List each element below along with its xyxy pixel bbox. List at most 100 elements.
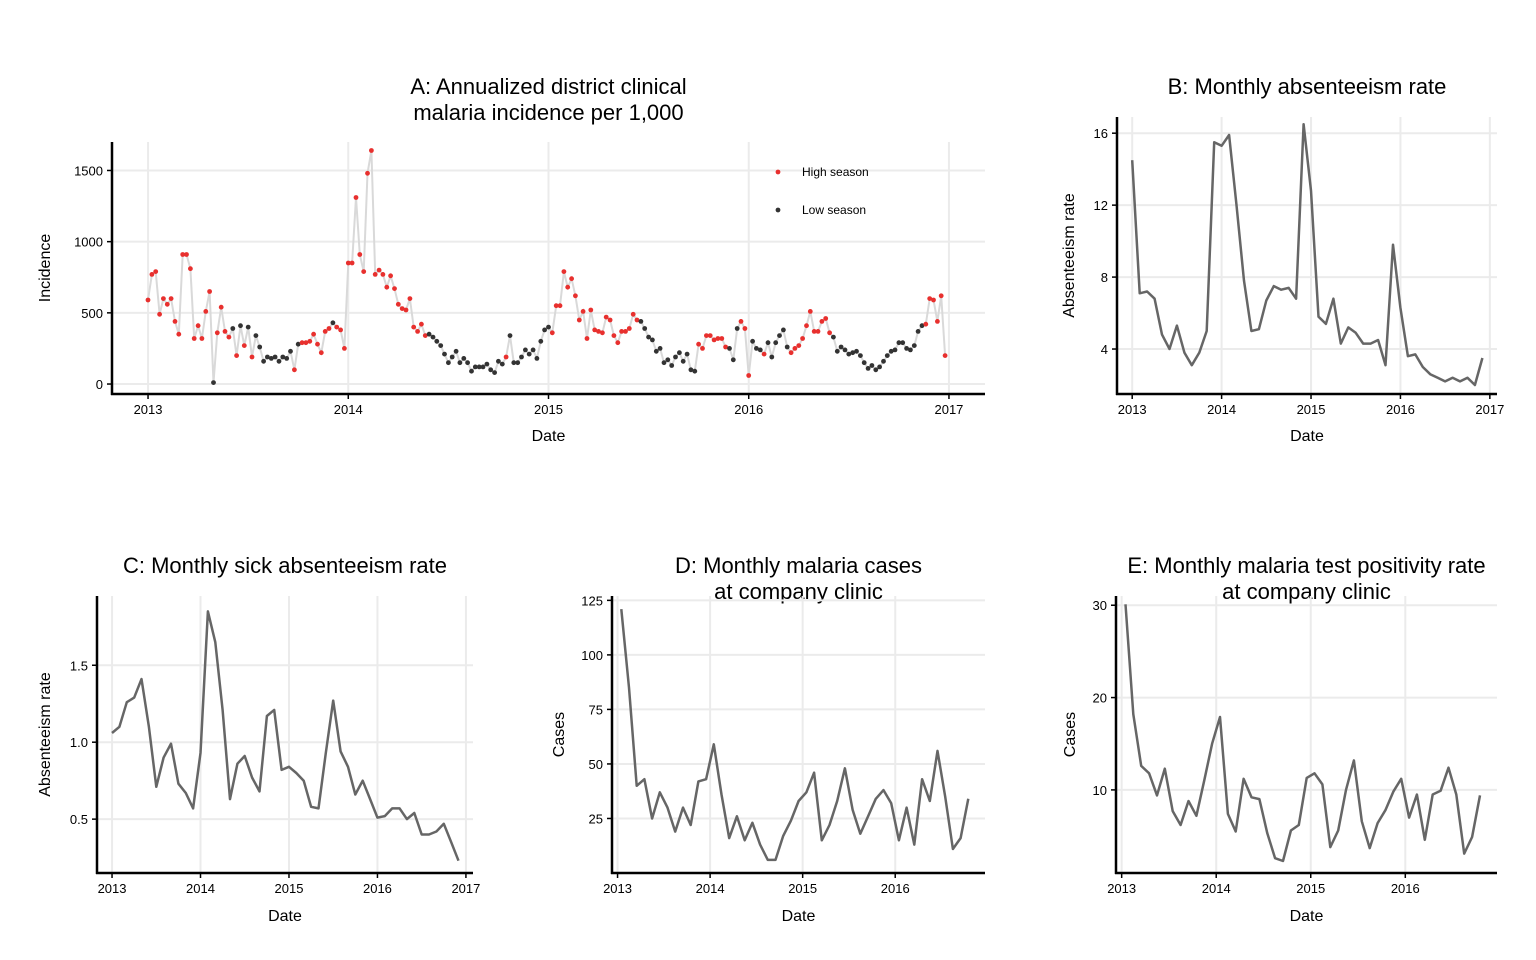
data-point-high-season [153,269,159,274]
x-tick-label: 2016 [1386,402,1415,417]
data-point-high-season [411,324,417,330]
legend-label: Low season [802,203,866,217]
data-point-high-season [234,353,240,358]
data-point-low-season [854,348,859,354]
data-point-low-season [873,367,879,373]
data-point-low-season [846,351,852,357]
y-tick-label: 1500 [74,163,103,178]
data-point-high-season [303,340,309,346]
data-point-low-season [453,348,459,354]
data-point-high-season [715,336,721,341]
chart-title-line: B: Monthly absenteeism rate [1168,74,1447,99]
x-tick-label: 2013 [603,881,632,896]
data-point-low-season [230,326,236,331]
data-point-low-season [538,338,544,344]
y-tick-label: 0 [96,377,103,392]
data-point-low-season [280,354,286,360]
chart-title-line: at company clinic [1222,579,1391,604]
chart-title-line: C: Monthly sick absenteeism rate [123,553,447,578]
data-point-high-season [345,260,351,266]
data-point-low-season [730,357,736,363]
data-point-low-season [426,331,432,337]
data-point-low-season [884,353,890,358]
data-point-low-season [276,358,282,364]
data-point-high-season [184,252,189,257]
series-line [147,150,947,383]
data-point-high-season [315,341,320,347]
data-point-high-season [357,252,363,257]
data-point-low-season [777,333,782,338]
data-point-high-season [738,319,744,324]
data-point-high-season [573,293,578,299]
data-point-low-season [469,368,474,374]
series-line [620,608,970,862]
data-point-high-season [761,351,767,357]
data-point-high-season [407,296,413,301]
chart-title-line: A: Annualized district clinical [410,74,686,99]
data-point-high-season [353,195,359,200]
data-point-low-season [657,346,663,351]
data-point-low-season [496,358,501,364]
data-point-low-season [781,327,786,333]
y-tick-label: 25 [589,811,603,826]
data-point-high-season [723,344,728,350]
y-tick-label: 1000 [74,235,103,250]
data-point-low-season [288,348,293,354]
data-point-high-season [203,309,209,314]
x-axis-label: Date [782,908,816,925]
x-axis-label: Date [1290,908,1324,925]
data-point-high-season [719,336,725,341]
y-tick-label: 4 [1101,342,1108,357]
data-point-low-season [507,333,513,338]
x-tick-label: 2015 [275,881,304,896]
data-point-high-season [619,329,624,334]
x-tick-label: 2013 [1118,402,1147,417]
y-tick-label: 75 [589,702,603,717]
y-tick-label: 125 [581,593,603,608]
y-tick-label: 1.5 [70,658,88,673]
data-point-low-season [430,334,436,340]
data-point-high-season [180,252,186,257]
x-tick-label: 2015 [1297,402,1326,417]
data-point-low-season [268,356,274,361]
data-point-high-season [226,334,232,340]
data-point-high-season [827,330,832,336]
data-point-high-season [349,260,355,266]
data-point-high-season [376,267,382,273]
data-point-high-season [372,272,378,277]
data-point-high-season [188,266,193,272]
data-point-high-season [415,329,420,334]
data-point-high-season [819,319,825,324]
data-point-high-season [161,296,166,301]
data-point-high-season [326,326,332,331]
data-point-high-season [796,343,802,348]
data-point-high-season [634,317,640,323]
x-tick-label: 2016 [881,881,910,896]
data-point-low-season [449,354,455,360]
data-point-low-season [519,354,524,360]
data-point-high-season [923,321,929,327]
y-tick-label: 20 [1093,691,1107,706]
data-point-high-season [580,309,586,314]
data-point-low-season [680,358,686,364]
y-tick-label: 10 [1093,783,1107,798]
data-point-high-season [149,272,155,277]
x-axis-label: Date [1290,428,1324,445]
data-point-low-season [861,360,867,366]
data-point-low-season [900,340,906,346]
data-point-low-season [484,361,490,367]
data-point-low-season [908,347,913,353]
data-point-high-season [707,333,713,338]
data-point-low-season [646,334,651,340]
data-point-high-season [334,324,340,330]
data-point-high-season [168,296,174,301]
data-point-low-season [284,356,290,361]
data-point-low-season [480,364,486,370]
data-point-low-season [896,340,902,346]
data-point-high-season [792,346,798,351]
data-point-high-season [584,336,590,341]
data-point-high-season [299,340,305,346]
y-axis-label: Absenteeism rate [1061,193,1078,318]
